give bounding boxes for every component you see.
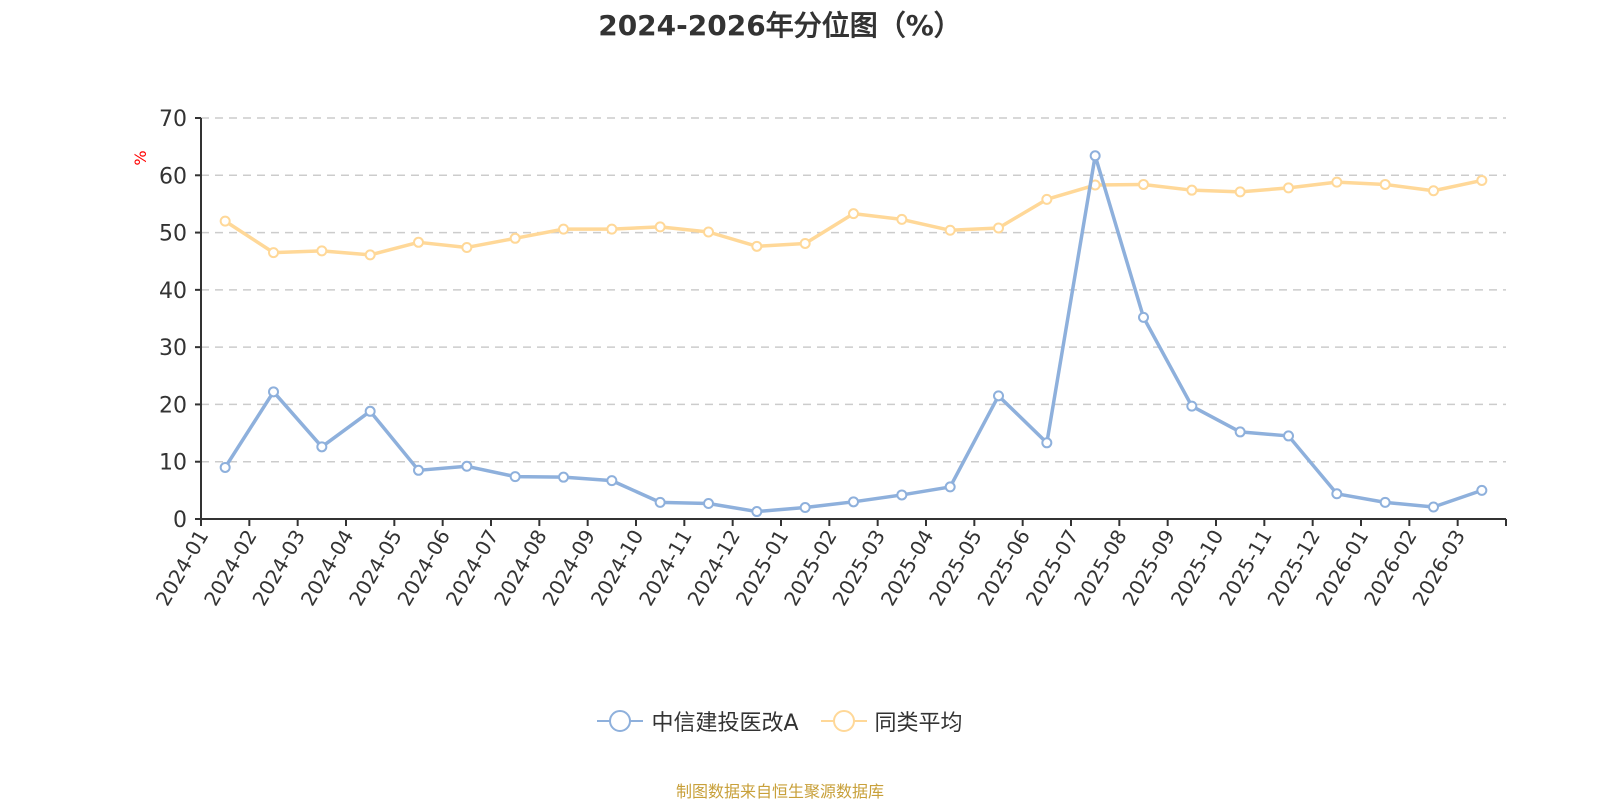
grid-lines [201,117,1506,463]
data-point[interactable] [461,460,473,472]
data-point[interactable] [1186,184,1198,196]
data-point[interactable] [751,240,763,252]
line-circle-icon [597,710,644,732]
series-lines [219,150,1488,518]
data-point[interactable] [558,223,569,235]
axes: 0102030405060702024-012024-022024-032024… [151,107,1507,610]
data-point[interactable] [1331,488,1343,500]
y-tick-label: 0 [173,508,187,533]
data-point[interactable] [654,496,666,508]
data-point[interactable] [848,496,859,508]
data-point[interactable] [896,489,908,501]
data-point[interactable] [799,502,811,514]
data-point[interactable] [1331,176,1343,188]
data-point[interactable] [316,441,328,453]
data-point[interactable] [654,221,666,233]
data-point[interactable] [1089,150,1101,162]
data-point[interactable] [413,464,424,476]
legend-item-fund[interactable]: 中信建投医改A [597,705,799,737]
chart-title: 2024-2026年分位图（%） [598,9,962,42]
data-point[interactable] [219,461,231,473]
data-point[interactable] [1428,501,1439,513]
legend-item-peer-average[interactable]: 同类平均 [820,705,963,737]
data-point[interactable] [703,498,714,510]
y-tick-label: 30 [159,336,187,361]
y-tick-label: 50 [159,222,187,247]
legend-label-fund: 中信建投医改A [651,711,799,736]
data-point[interactable] [509,232,521,244]
data-point[interactable] [1186,400,1198,412]
data-point[interactable] [751,506,763,518]
data-point[interactable] [944,481,956,493]
line-circle-icon [820,710,867,732]
data-point[interactable] [219,215,231,227]
data-point[interactable] [1428,185,1439,197]
data-point[interactable] [1379,496,1391,508]
data-point[interactable] [993,390,1004,402]
y-tick-label: 10 [159,451,187,476]
data-point[interactable] [1041,437,1053,449]
source-note: 制图数据来自恒生聚源数据库 [675,782,884,801]
data-point[interactable] [1476,174,1488,186]
data-point[interactable] [1476,484,1488,496]
data-point[interactable] [268,247,279,259]
data-point[interactable] [848,208,859,220]
data-point[interactable] [509,471,521,483]
y-tick-label: 60 [159,164,187,189]
data-point[interactable] [1041,193,1053,205]
data-point[interactable] [606,475,618,487]
data-point[interactable] [896,213,908,225]
y-tick-label: 40 [159,279,187,304]
data-point[interactable] [799,237,811,249]
data-point[interactable] [461,241,473,253]
data-point[interactable] [316,245,328,257]
data-point[interactable] [944,224,956,236]
y-axis-unit-label: % [131,150,150,165]
data-point[interactable] [1379,178,1391,190]
data-point[interactable] [364,249,376,261]
data-point[interactable] [1234,186,1246,198]
data-point[interactable] [364,405,376,417]
data-point[interactable] [1283,430,1294,442]
data-point[interactable] [1283,182,1294,194]
data-point[interactable] [413,236,424,248]
data-point[interactable] [268,386,279,398]
data-point[interactable] [558,471,569,483]
data-point[interactable] [1138,178,1149,190]
data-point[interactable] [1138,311,1149,323]
y-tick-label: 70 [159,107,187,132]
data-point[interactable] [993,222,1004,234]
data-point[interactable] [1234,426,1246,438]
data-point[interactable] [606,223,618,235]
data-point[interactable] [703,226,714,238]
y-tick-label: 20 [159,393,187,418]
legend: 中信建投医改A 同类平均 [0,705,1560,737]
legend-label-peer-average: 同类平均 [874,711,963,736]
